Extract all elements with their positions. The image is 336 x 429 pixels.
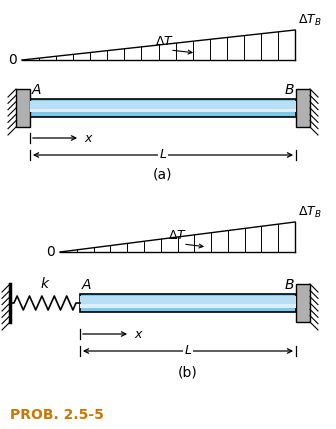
Text: 0: 0 bbox=[8, 53, 17, 67]
Text: $\Delta T$: $\Delta T$ bbox=[168, 229, 187, 242]
Bar bbox=[16, 89, 30, 127]
Bar bbox=[30, 101, 296, 109]
Text: PROB. 2.5-5: PROB. 2.5-5 bbox=[10, 408, 104, 422]
Text: L: L bbox=[160, 148, 167, 161]
Bar bbox=[80, 294, 296, 312]
Bar bbox=[80, 304, 296, 308]
Bar bbox=[80, 296, 296, 304]
Text: k: k bbox=[41, 277, 49, 291]
Text: $\Delta T_B$: $\Delta T_B$ bbox=[298, 205, 322, 220]
Bar bbox=[30, 99, 296, 117]
Text: A: A bbox=[82, 278, 91, 292]
Bar bbox=[296, 284, 310, 322]
Text: (a): (a) bbox=[153, 168, 173, 182]
Bar bbox=[30, 109, 296, 112]
Text: x: x bbox=[134, 327, 141, 341]
Text: B: B bbox=[285, 83, 294, 97]
Text: B: B bbox=[285, 278, 294, 292]
Bar bbox=[296, 89, 310, 127]
Text: L: L bbox=[184, 344, 192, 357]
Text: A: A bbox=[32, 83, 42, 97]
Text: $\Delta T_B$: $\Delta T_B$ bbox=[298, 13, 322, 28]
Text: 0: 0 bbox=[46, 245, 55, 259]
Text: $\Delta T$: $\Delta T$ bbox=[156, 35, 174, 48]
Text: x: x bbox=[84, 132, 91, 145]
Text: (b): (b) bbox=[178, 365, 198, 379]
